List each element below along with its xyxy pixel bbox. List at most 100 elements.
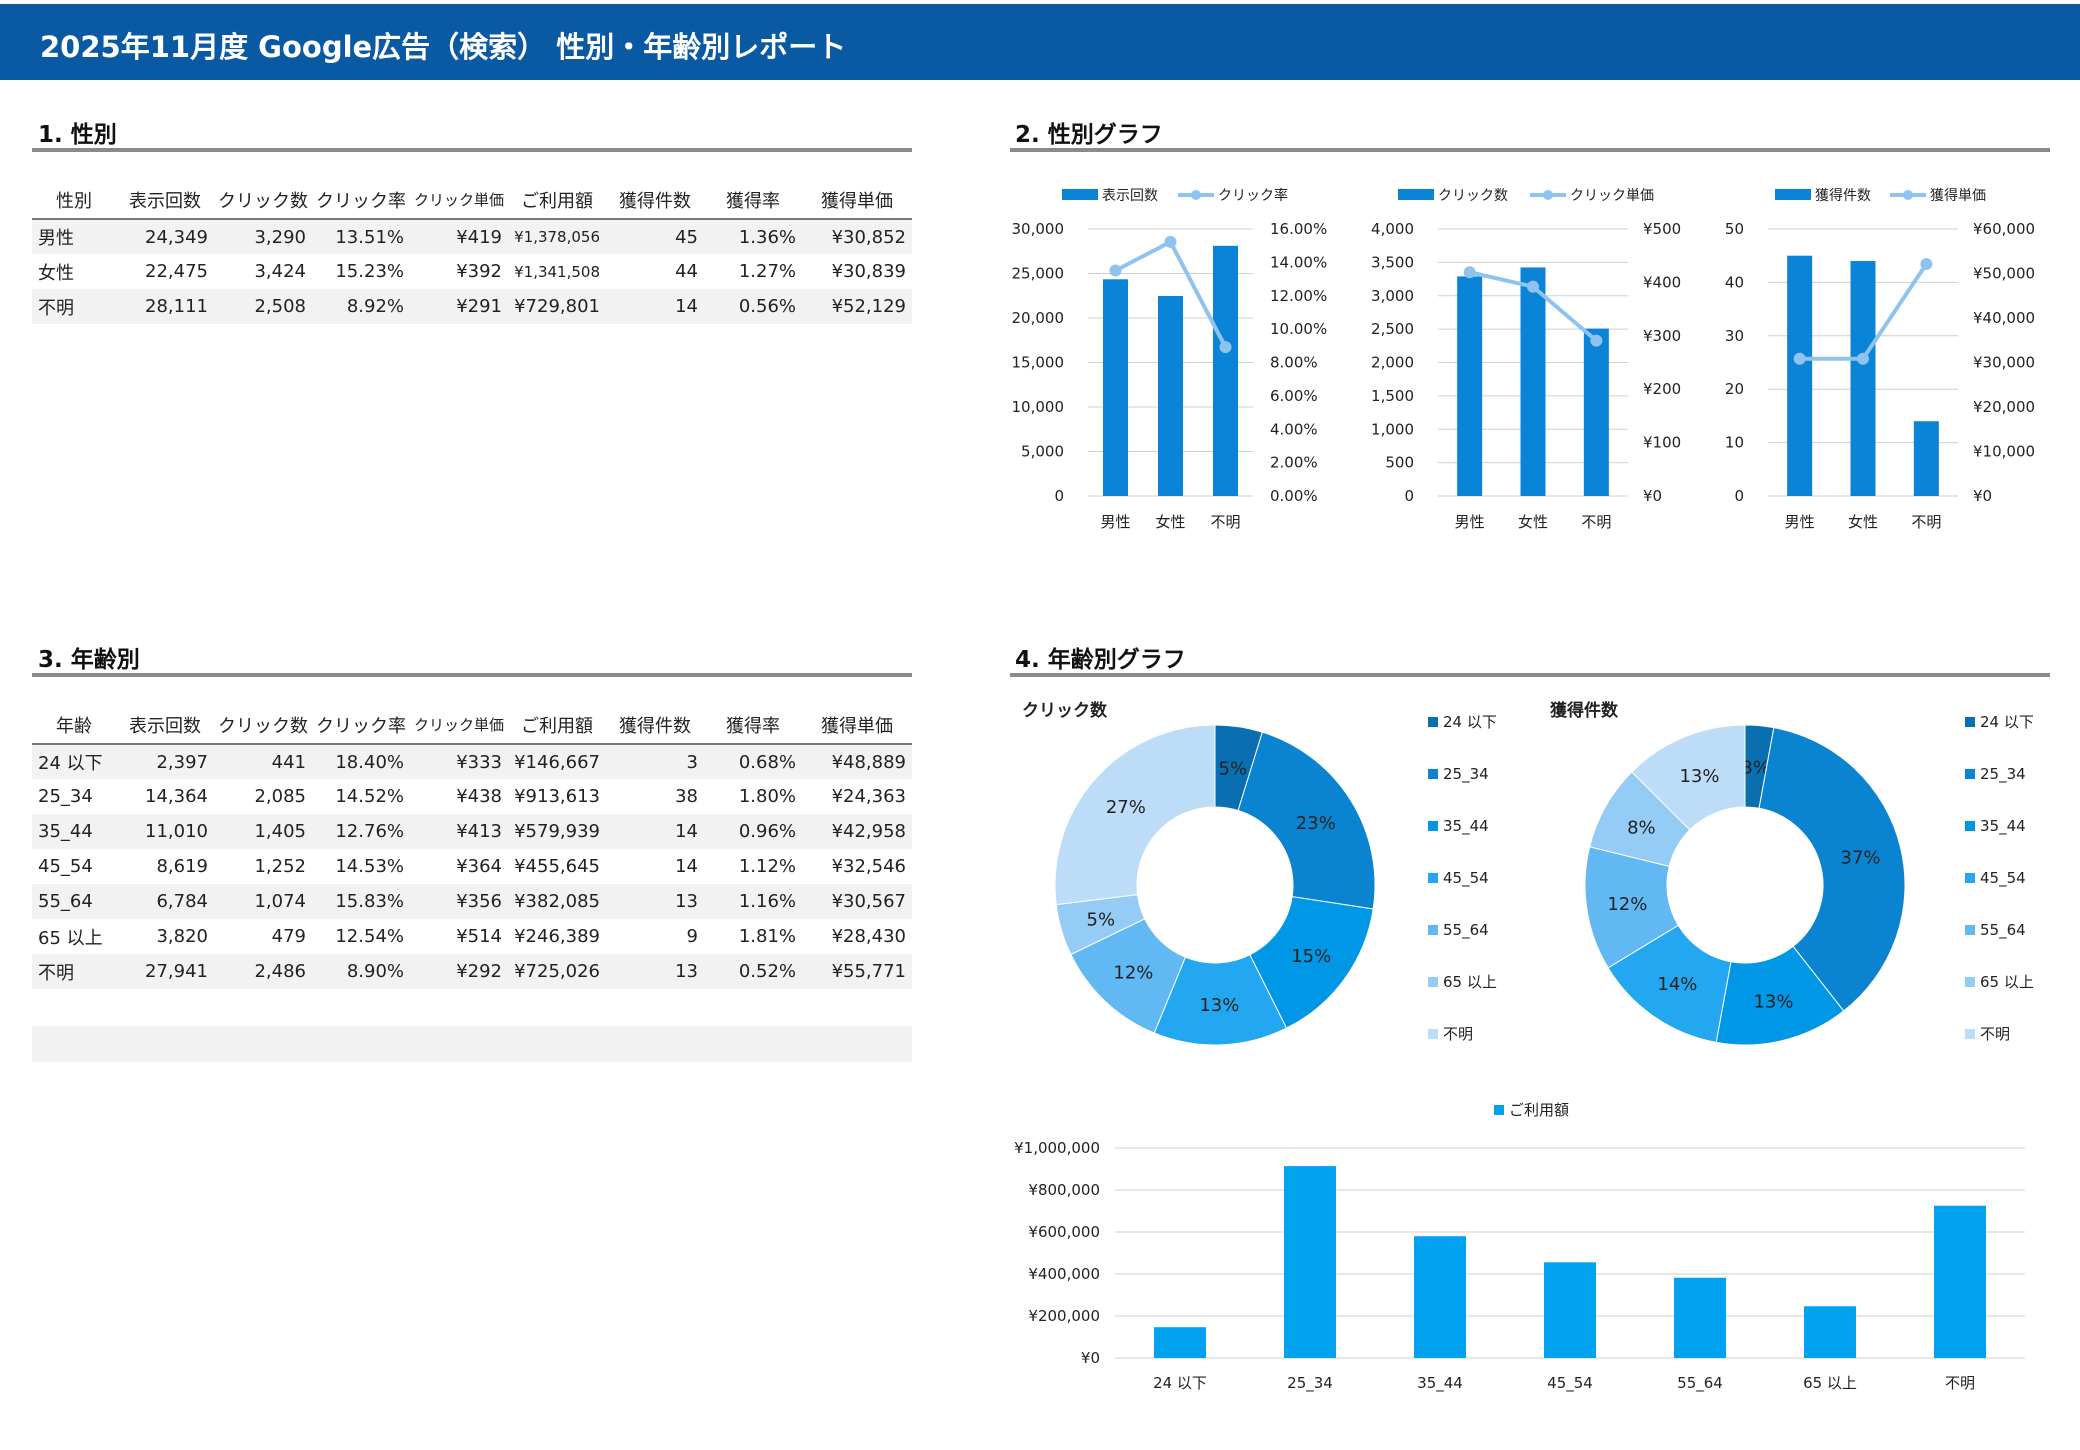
gender-table-header-cell: 性別 <box>32 181 116 220</box>
y-tick-label-left: 20,000 <box>1012 309 1065 327</box>
x-tick-label: 男性 <box>1455 513 1485 531</box>
section-gender-title: 1. 性別 <box>38 122 117 148</box>
x-tick-label: 55_64 <box>1677 1374 1723 1393</box>
age-table-cell: 2,085 <box>254 786 306 807</box>
legend-swatch <box>1428 717 1438 727</box>
table-row: 65 以上 3,820 479 12.54% ¥514 ¥246,389 9 1.81% ¥28… <box>32 919 912 954</box>
donut-slice <box>1758 727 1906 1012</box>
y-tick-label-left: 10,000 <box>1012 398 1065 416</box>
bar <box>1154 1327 1206 1358</box>
data-label: 5% <box>1087 910 1116 931</box>
gender-table-cell: ¥392 <box>456 261 502 282</box>
line-point <box>1793 352 1806 365</box>
gender-table-cell: 14 <box>606 289 704 324</box>
y-tick-label-right: 10.00% <box>1270 320 1327 338</box>
gender-table-cell: 3,290 <box>214 219 312 254</box>
table-row: 不明 27,941 2,486 8.90% ¥292 ¥725,026 13 0.52% ¥55… <box>32 954 912 989</box>
age-table-cell: 14,364 <box>145 786 208 807</box>
age-table-cell: 14 <box>606 814 704 849</box>
y-tick-label-right: ¥100 <box>1643 434 1681 452</box>
age-table-cell: ¥438 <box>456 786 502 807</box>
blank-row-band <box>32 1026 912 1062</box>
donut-title: クリック数 <box>1022 700 1108 721</box>
y-tick-label-right: ¥50,000 <box>1973 265 2035 283</box>
age-table-header-cell: 獲得率 <box>704 706 802 745</box>
x-tick-label: 不明 <box>1945 1374 1975 1392</box>
y-tick-label-right: 14.00% <box>1270 253 1327 271</box>
data-label: 13% <box>1753 992 1793 1013</box>
line-point <box>1219 341 1232 354</box>
gender-table-cell: ¥30,839 <box>831 261 906 282</box>
legend-label: 25_34 <box>1980 765 2026 784</box>
age-table-cell: 13 <box>606 884 704 919</box>
line-point <box>1920 258 1933 271</box>
y-tick-label: ¥0 <box>1081 1349 1100 1367</box>
y-tick-label-left: 0 <box>1734 487 1744 505</box>
x-tick-label: 女性 <box>1518 513 1548 531</box>
age-table-header-cell: クリック単価 <box>410 706 508 745</box>
y-tick-label-right: 2.00% <box>1270 454 1318 472</box>
y-tick-label-right: ¥30,000 <box>1973 354 2035 372</box>
bar <box>1158 295 1183 496</box>
x-tick-label: 男性 <box>1100 513 1130 531</box>
y-tick-label-right: 0.00% <box>1270 487 1318 505</box>
age-table-cell: ¥146,667 <box>508 744 606 779</box>
legend-label: 65 以上 <box>1980 973 2034 991</box>
age-table-cell: 9 <box>686 926 698 947</box>
legend-swatch <box>1428 769 1438 779</box>
age-table-cell: ¥30,567 <box>802 884 912 919</box>
age-table-cell: ¥514 <box>456 926 502 947</box>
age-table-cell: ¥413 <box>410 814 508 849</box>
y-tick-label-left: 50 <box>1725 220 1744 238</box>
gender-table-header-cell: 表示回数 <box>116 181 214 220</box>
y-tick-label-left: 5,000 <box>1021 443 1064 461</box>
y-tick-label-right: 12.00% <box>1270 287 1327 305</box>
bar <box>1544 1262 1596 1358</box>
legend-label: 55_64 <box>1980 921 2026 940</box>
y-tick-label: ¥1,000,000 <box>1014 1139 1100 1157</box>
bar <box>1787 255 1813 496</box>
y-tick-label-left: 10 <box>1725 434 1744 452</box>
x-tick-label: 24 以下 <box>1153 1374 1207 1392</box>
y-tick-label-left: 0 <box>1054 487 1064 505</box>
age-table-cell: 1,252 <box>254 856 306 877</box>
age-table-cell: 不明 <box>32 954 116 989</box>
gender-table-cell: 13.51% <box>312 219 410 254</box>
gender-table-cell: 0.56% <box>704 289 802 324</box>
gender-table-header-cell: 獲得件数 <box>606 181 704 220</box>
legend-swatch <box>1965 925 1975 935</box>
donut-slice <box>1054 724 1216 906</box>
legend-swatch <box>1428 925 1438 935</box>
legend-swatch <box>1965 1029 1975 1039</box>
age-table-cell: 35_44 <box>32 814 116 849</box>
data-label: 12% <box>1113 963 1153 984</box>
legend-label: 不明 <box>1980 1025 2010 1043</box>
bar <box>1520 267 1546 496</box>
table-row: 男性 24,349 3,290 13.51% ¥419 ¥1,378,056 45 1.36%… <box>32 219 912 254</box>
age-table-cell: 8,619 <box>156 856 208 877</box>
legend-label: 45_54 <box>1980 869 2026 888</box>
age-table-cell: 11,010 <box>116 814 214 849</box>
y-tick-label-right: 16.00% <box>1270 220 1327 238</box>
x-tick-label: 男性 <box>1785 513 1815 531</box>
gender-table-cell: ¥729,801 <box>508 289 606 324</box>
gender-table-cell: ¥1,341,508 <box>514 262 600 281</box>
y-tick-label: ¥600,000 <box>1028 1223 1100 1241</box>
age-table-cell: ¥382,085 <box>508 884 606 919</box>
table-row: 45_54 8,619 1,252 14.53% ¥364 ¥455,645 14 1.12%… <box>32 849 912 884</box>
report-title: 2025年11月度 Google広告（検索） 性別・年齢別レポート <box>40 30 847 64</box>
y-tick-label-left: 2,500 <box>1371 320 1414 338</box>
y-tick-label-left: 2,000 <box>1371 354 1414 372</box>
y-tick-label-left: 1,500 <box>1371 387 1414 405</box>
x-tick-label: 女性 <box>1848 513 1878 531</box>
bar <box>1414 1236 1466 1358</box>
age-table-cell: 25_34 <box>38 786 93 807</box>
line-point <box>1857 352 1869 365</box>
data-label: 5% <box>1219 758 1248 779</box>
legend-label: 65 以上 <box>1443 973 1497 991</box>
y-tick-label: ¥200,000 <box>1028 1307 1100 1325</box>
gender-table-header-cell: 獲得率 <box>704 181 802 220</box>
line-point <box>1463 266 1476 279</box>
y-tick-label-right: ¥400 <box>1643 273 1681 291</box>
age-table-cell: ¥292 <box>410 954 508 989</box>
